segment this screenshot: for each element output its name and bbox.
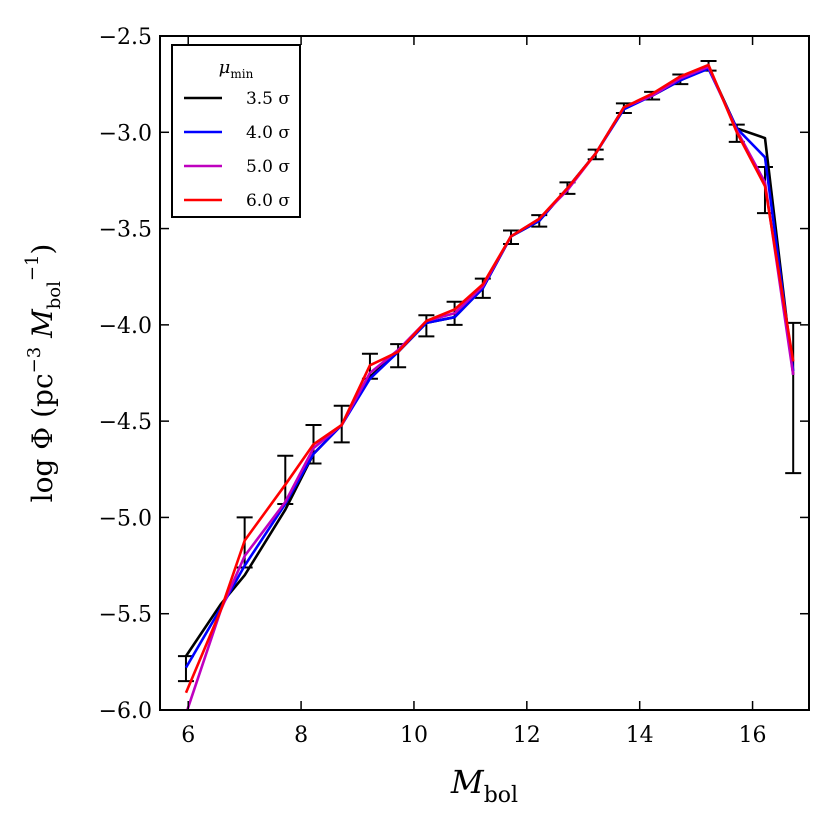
legend-items: 3.5 σ 4.0 σ 5.0 σ 6.0 σ xyxy=(184,89,290,211)
axis-ticks: 6 8 10 12 14 16 −6.0 −5.5 −5.0 −4.5 −4.0 −3.5 −3.0 −2… xyxy=(99,25,809,748)
y-tick-label: −2.5 xyxy=(99,25,152,50)
x-tick-label: 12 xyxy=(513,723,541,748)
x-tick-label: 6 xyxy=(181,723,195,748)
y-axis-title: log Φ (pc−3 Mbol−1) xyxy=(22,244,65,503)
plot-frame xyxy=(159,35,810,711)
y-tick-label: −4.5 xyxy=(99,410,152,435)
x-tick-label: 10 xyxy=(400,723,428,748)
series-line-4 xyxy=(184,63,795,694)
x-tick-label: 16 xyxy=(739,723,767,748)
y-tick-label: −5.0 xyxy=(99,506,152,531)
legend-label: 6.0 σ xyxy=(246,191,290,211)
legend-label: 4.0 σ xyxy=(246,123,290,143)
x-tick-label: 8 xyxy=(294,723,308,748)
series-lines xyxy=(184,63,795,710)
x-axis-title: Mbol xyxy=(450,763,518,808)
x-tick-label: 14 xyxy=(626,723,654,748)
y-tick-label: −4.0 xyxy=(99,314,152,339)
y-tick-label: −5.5 xyxy=(99,603,152,628)
legend-label: 3.5 σ xyxy=(246,89,290,109)
y-tick-label: −6.0 xyxy=(99,699,152,724)
errorbar xyxy=(418,314,435,338)
legend-label: 5.0 σ xyxy=(246,157,290,177)
legend-title: μmin xyxy=(219,57,254,81)
legend: μmin 3.5 σ 4.0 σ 5.0 σ 6.0 σ xyxy=(171,44,301,218)
y-tick-label: −3.0 xyxy=(99,121,152,146)
y-tick-label: −3.5 xyxy=(99,218,152,243)
